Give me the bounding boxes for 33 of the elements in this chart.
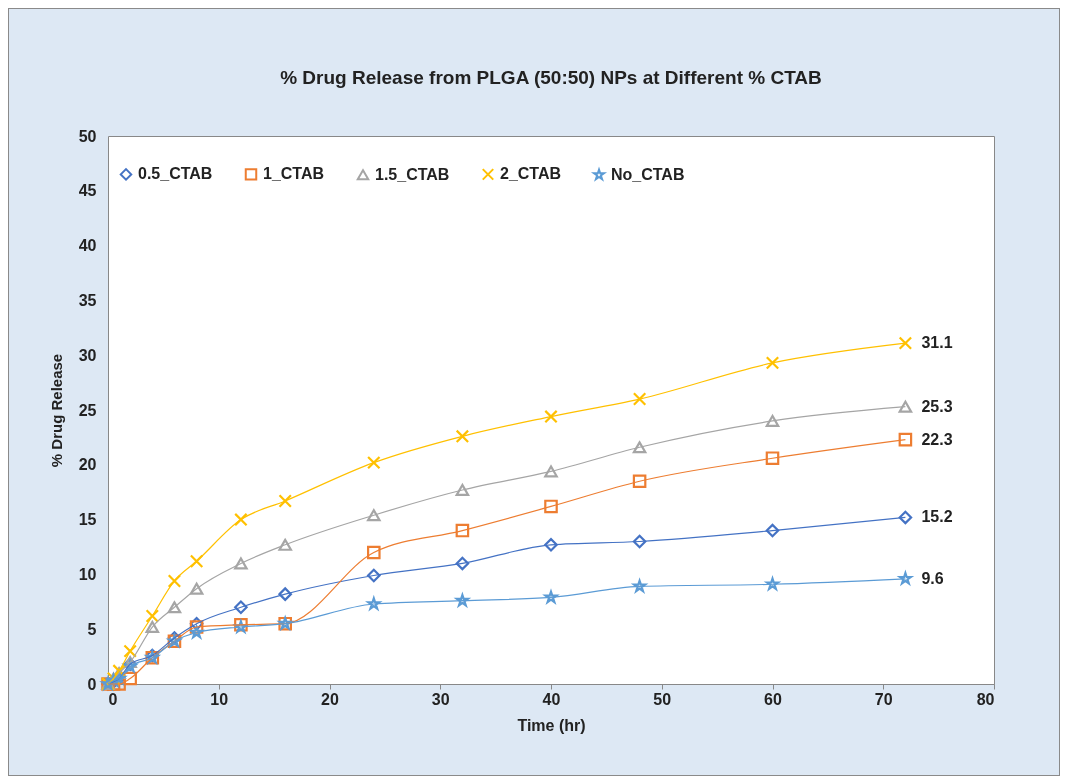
- x-tick-label: 0: [108, 690, 118, 708]
- y-tick-label: 35: [78, 291, 97, 309]
- x-tick-label: 30: [431, 690, 450, 708]
- x-tick-label: 60: [764, 690, 782, 708]
- legend-label: No_CTAB: [611, 165, 685, 183]
- x-tick-label: 70: [874, 690, 893, 708]
- x-tick-label: 10: [210, 690, 229, 708]
- y-tick-label: 30: [78, 346, 97, 364]
- data-label: 31.1: [921, 334, 953, 352]
- y-tick-label: 20: [78, 456, 97, 474]
- x-tick-label: 50: [653, 690, 672, 708]
- data-label: 15.2: [921, 508, 953, 526]
- y-tick-label: 15: [78, 511, 97, 529]
- chart-title: % Drug Release from PLGA (50:50) NPs at Different % CTAB: [280, 67, 822, 88]
- data-label: 25.3: [921, 397, 953, 415]
- y-tick-label: 40: [78, 237, 97, 255]
- y-tick-label: 10: [78, 565, 97, 583]
- y-tick-label: 0: [87, 675, 97, 693]
- x-axis-title: Time (hr): [517, 716, 586, 734]
- data-label: 9.6: [921, 569, 944, 587]
- y-tick-label: 25: [78, 401, 97, 419]
- legend-label: 1.5_CTAB: [375, 165, 450, 183]
- y-tick-label: 5: [87, 620, 97, 638]
- legend-label: 2_CTAB: [500, 165, 562, 183]
- x-tick-label: 20: [321, 690, 339, 708]
- legend-label: 1_CTAB: [263, 165, 325, 183]
- y-axis-title: % Drug Release: [47, 353, 65, 468]
- x-tick-label: 40: [542, 690, 561, 708]
- legend-label: 0.5_CTAB: [138, 165, 213, 183]
- x-tick-label: 80: [976, 690, 995, 708]
- data-label: 22.3: [921, 430, 953, 448]
- y-tick-label: 50: [78, 127, 97, 145]
- y-tick-label: 45: [78, 182, 97, 200]
